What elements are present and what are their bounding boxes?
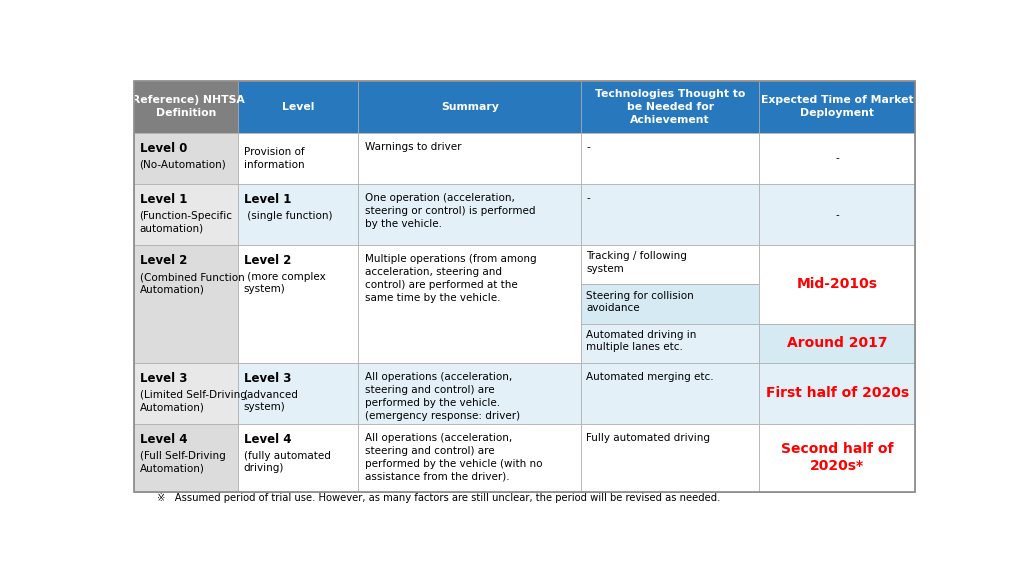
Text: Level 2: Level 2 xyxy=(244,255,291,267)
Text: Level 4: Level 4 xyxy=(139,433,187,446)
Text: ※   Assumed period of trial use. However, as many factors are still unclear, the: ※ Assumed period of trial use. However, … xyxy=(158,493,721,503)
Text: -: - xyxy=(836,153,839,164)
Bar xyxy=(134,424,239,492)
Bar xyxy=(759,363,915,424)
Bar xyxy=(358,81,581,133)
Bar xyxy=(581,324,759,363)
Text: (Limited Self-Driving
Automation): (Limited Self-Driving Automation) xyxy=(139,390,247,412)
Text: All operations (acceleration,
steering and control) are
performed by the vehicle: All operations (acceleration, steering a… xyxy=(365,372,520,420)
Bar xyxy=(239,133,358,184)
Text: All operations (acceleration,
steering and control) are
performed by the vehicle: All operations (acceleration, steering a… xyxy=(365,433,542,481)
Text: Level 1: Level 1 xyxy=(244,193,291,206)
Text: Expected Time of Market
Deployment: Expected Time of Market Deployment xyxy=(761,96,913,118)
Text: -: - xyxy=(587,142,590,152)
Bar xyxy=(759,81,915,133)
Text: Mid-2010s: Mid-2010s xyxy=(797,277,878,291)
Bar xyxy=(239,424,358,492)
Bar xyxy=(239,81,358,133)
Bar xyxy=(134,184,239,245)
Bar xyxy=(759,245,915,324)
Text: One operation (acceleration,
steering or control) is performed
by the vehicle.: One operation (acceleration, steering or… xyxy=(365,193,536,229)
Bar xyxy=(358,424,581,492)
Bar xyxy=(759,184,915,245)
Bar xyxy=(759,324,915,363)
Text: Second half of
2020s*: Second half of 2020s* xyxy=(781,442,894,473)
Text: (Full Self-Driving
Automation): (Full Self-Driving Automation) xyxy=(139,451,225,473)
Text: (Combined Function
Automation): (Combined Function Automation) xyxy=(139,272,245,295)
Bar xyxy=(759,424,915,492)
Bar xyxy=(134,81,239,133)
Text: (advanced
system): (advanced system) xyxy=(244,390,298,412)
Bar xyxy=(239,363,358,424)
Bar xyxy=(134,363,239,424)
Bar xyxy=(358,363,581,424)
Text: Multiple operations (from among
acceleration, steering and
control) are performe: Multiple operations (from among accelera… xyxy=(365,255,537,303)
Bar xyxy=(581,245,759,284)
Text: (Function-Specific
automation): (Function-Specific automation) xyxy=(139,211,232,233)
Text: Warnings to driver: Warnings to driver xyxy=(365,142,461,152)
Text: Around 2017: Around 2017 xyxy=(787,336,888,350)
Bar xyxy=(581,133,759,184)
Text: (fully automated
driving): (fully automated driving) xyxy=(244,451,331,473)
Text: Fully automated driving: Fully automated driving xyxy=(587,433,711,443)
Text: Level 2: Level 2 xyxy=(139,255,187,267)
Bar xyxy=(581,424,759,492)
Text: (more complex
system): (more complex system) xyxy=(244,272,326,295)
Text: Provision of
information: Provision of information xyxy=(244,147,304,169)
Text: -: - xyxy=(587,193,590,204)
Bar xyxy=(358,184,581,245)
Text: Automated merging etc.: Automated merging etc. xyxy=(587,372,714,382)
Bar xyxy=(239,184,358,245)
Text: (single function): (single function) xyxy=(244,211,332,221)
Text: Level 1: Level 1 xyxy=(139,193,187,206)
Bar xyxy=(759,133,915,184)
Text: Level 3: Level 3 xyxy=(244,372,291,385)
Text: Level 4: Level 4 xyxy=(244,433,291,446)
Text: (No-Automation): (No-Automation) xyxy=(139,160,226,169)
Text: First half of 2020s: First half of 2020s xyxy=(766,386,909,400)
Text: Steering for collision
avoidance: Steering for collision avoidance xyxy=(587,291,694,313)
Bar xyxy=(134,133,239,184)
Bar xyxy=(581,363,759,424)
Text: Technologies Thought to
be Needed for
Achievement: Technologies Thought to be Needed for Ac… xyxy=(595,89,745,125)
Bar xyxy=(581,184,759,245)
Bar xyxy=(358,133,581,184)
Bar xyxy=(134,245,239,363)
Text: Automated driving in
multiple lanes etc.: Automated driving in multiple lanes etc. xyxy=(587,330,697,352)
Text: Level: Level xyxy=(282,102,314,112)
Text: Level 3: Level 3 xyxy=(139,372,187,385)
Bar xyxy=(581,81,759,133)
Bar xyxy=(358,245,581,363)
Text: -: - xyxy=(836,209,839,220)
Text: Summary: Summary xyxy=(440,102,499,112)
Text: Level 0: Level 0 xyxy=(139,142,187,155)
Bar xyxy=(581,284,759,324)
Text: Tracking / following
system: Tracking / following system xyxy=(587,251,687,274)
Text: (Reference) NHTSA
Definition: (Reference) NHTSA Definition xyxy=(127,96,245,118)
Bar xyxy=(239,245,358,363)
